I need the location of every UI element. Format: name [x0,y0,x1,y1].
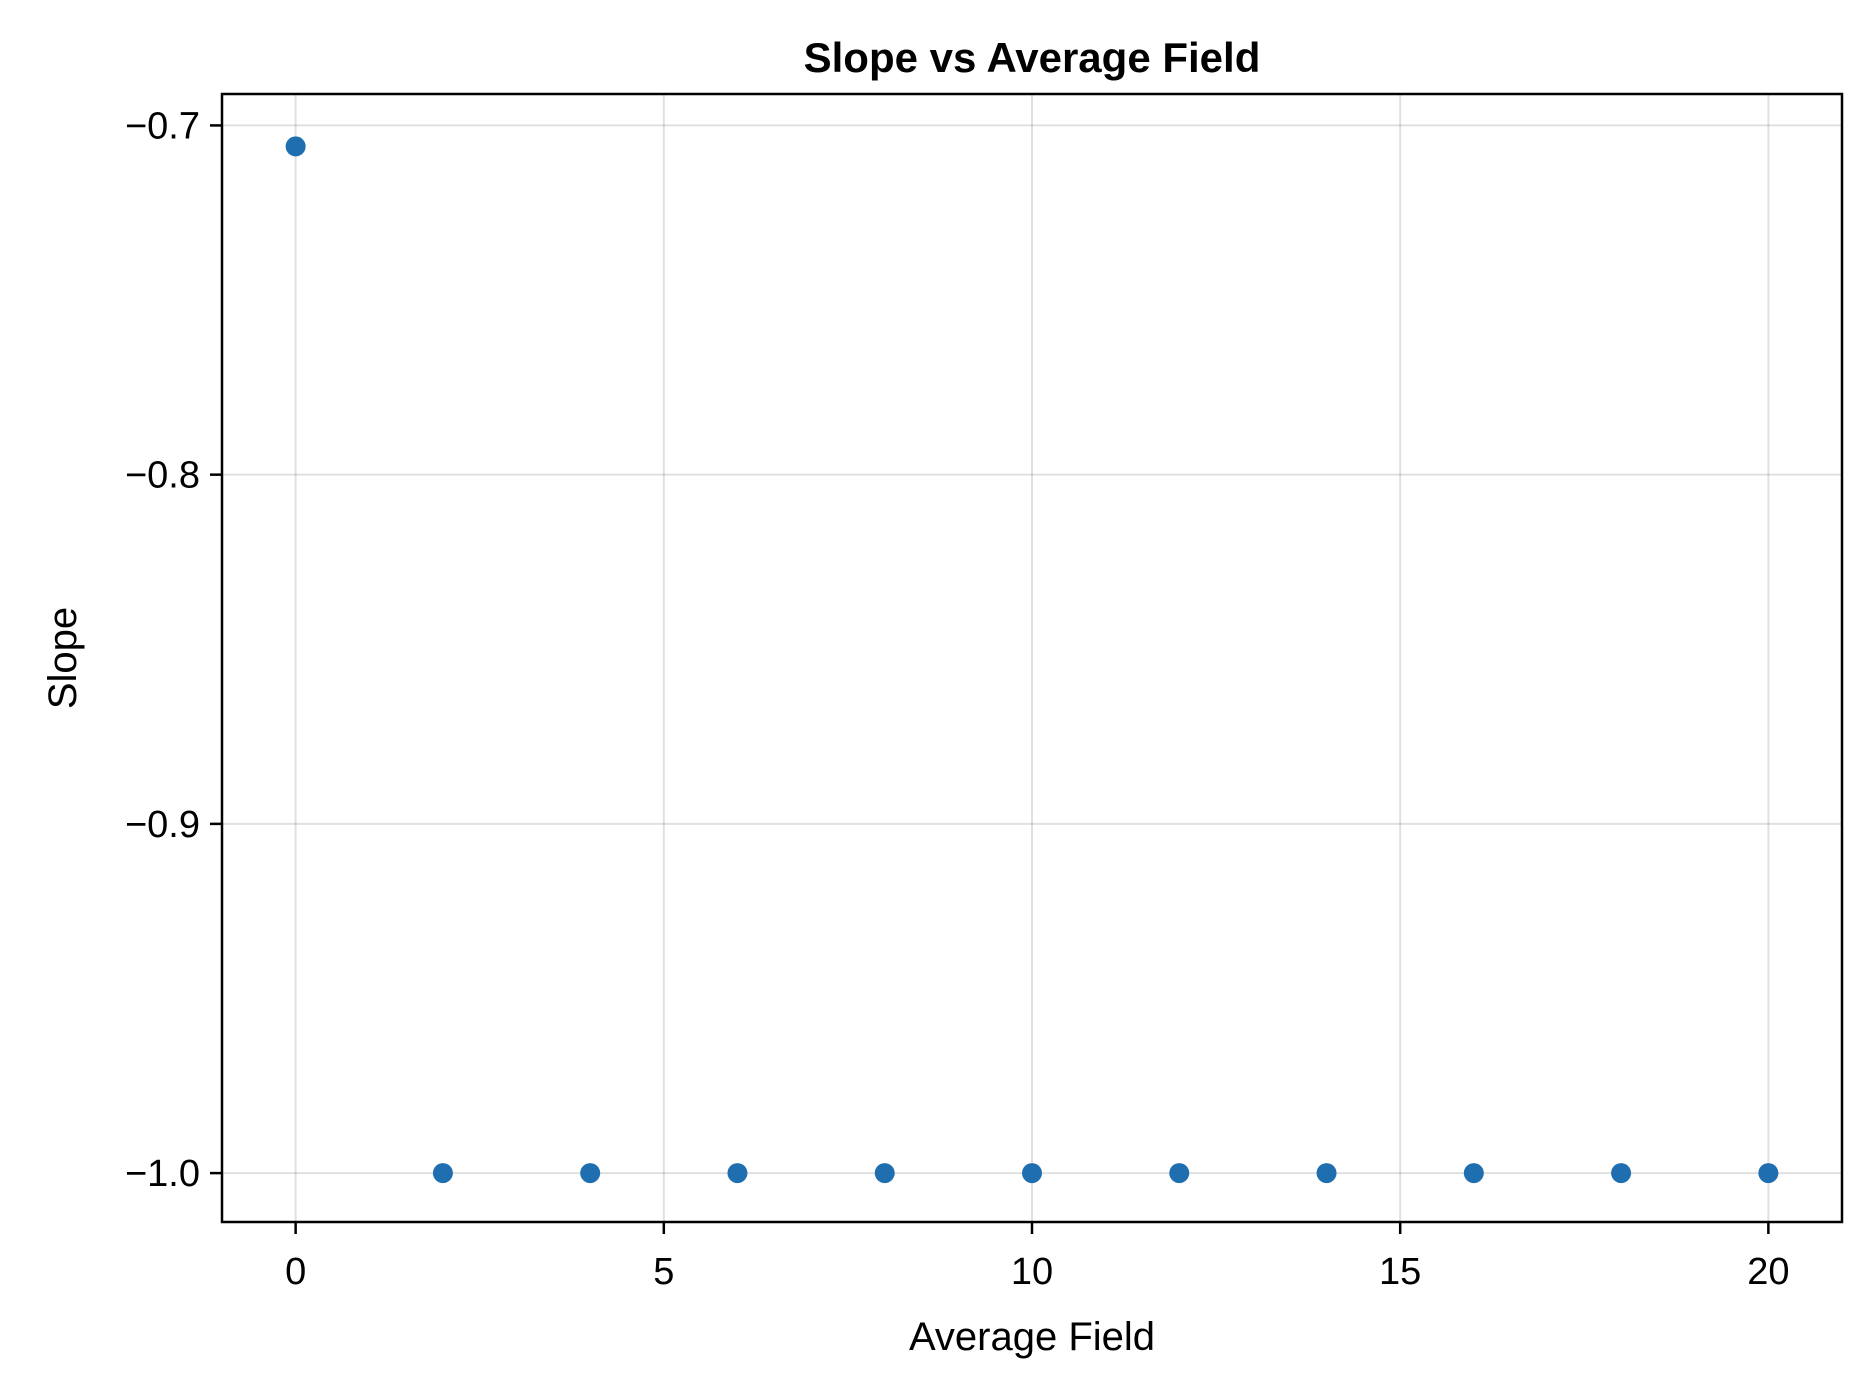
data-point [1611,1163,1632,1184]
grid-layer [222,94,1842,1222]
points-layer [285,136,1779,1184]
y-tick-label: −0.8 [125,455,200,497]
y-tick-label: −0.9 [125,804,200,846]
data-point [727,1163,748,1184]
x-axis-label: Average Field [909,1315,1155,1359]
ticks-layer: 0 5 10 15 20 −0.7 −0.8 −0.9 −1.0 [125,105,1790,1293]
data-point [1758,1163,1779,1184]
y-tick-label: −1.0 [125,1153,200,1195]
data-point [1169,1163,1190,1184]
x-tick-label: 15 [1379,1251,1421,1293]
data-point [1022,1163,1042,1184]
data-point [1463,1163,1484,1184]
x-tick-label: 0 [285,1251,306,1293]
data-point [432,1163,453,1184]
x-tick-label: 20 [1747,1251,1789,1293]
data-point [1316,1163,1337,1184]
data-point [874,1163,895,1184]
x-tick-label: 5 [653,1251,674,1293]
chart-title: Slope vs Average Field [804,34,1261,81]
data-point [580,1163,601,1184]
x-tick-label: 10 [1011,1251,1053,1293]
y-axis-label: Slope [41,607,85,709]
y-tick-label: −0.7 [125,105,200,147]
data-point [285,136,306,157]
